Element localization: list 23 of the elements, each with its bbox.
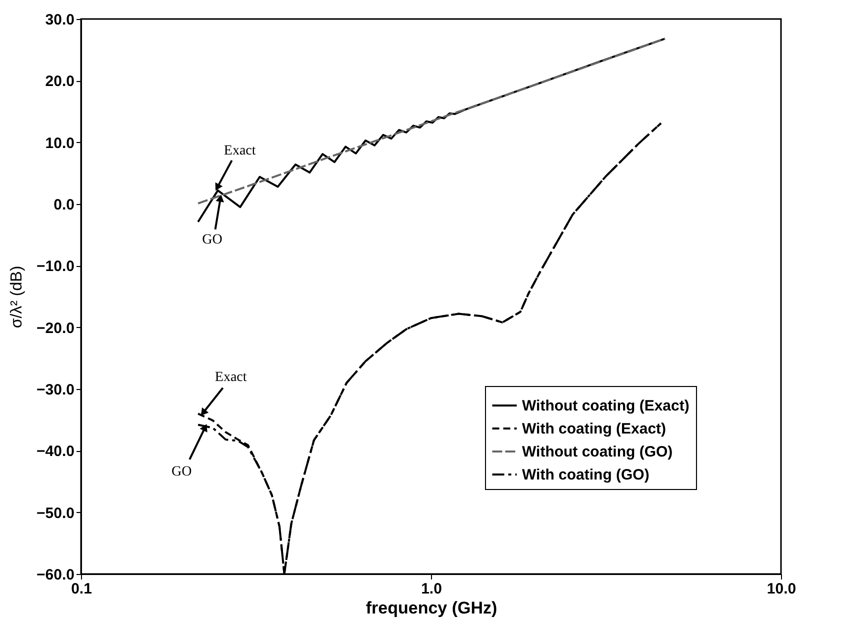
x-tick-label: 1.0 xyxy=(421,580,442,598)
x-tick-label: 10.0 xyxy=(766,580,796,598)
y-tick-label: 30.0 xyxy=(45,12,74,28)
legend-label: With coating (GO) xyxy=(522,466,650,484)
y-tick-label: 0.0 xyxy=(54,196,74,214)
y-tick-label: −10.0 xyxy=(36,258,74,276)
y-tick-label: −40.0 xyxy=(36,443,74,460)
y-tick-label: −60.0 xyxy=(36,566,74,584)
y-tick-label: −20.0 xyxy=(36,320,74,337)
annotation: GO xyxy=(171,464,192,480)
x-tick-label: 0.1 xyxy=(71,580,92,598)
legend-label: Without coating (Exact) xyxy=(522,398,690,414)
y-tick-label: −30.0 xyxy=(36,382,74,398)
y-tick-label: 20.0 xyxy=(45,73,74,90)
annotation: GO xyxy=(202,232,222,248)
y-tick-label: 10.0 xyxy=(45,134,74,152)
annotation: Exact xyxy=(214,370,247,385)
y-axis-title: σ/λ² (dB) xyxy=(8,266,26,328)
legend-label: With coating (Exact) xyxy=(522,420,666,438)
y-tick-label: −50.0 xyxy=(36,504,74,522)
annotation: Exact xyxy=(224,143,256,158)
legend-label: Without coating (GO) xyxy=(522,444,673,460)
x-axis-title: frequency (GHz) xyxy=(366,598,498,618)
